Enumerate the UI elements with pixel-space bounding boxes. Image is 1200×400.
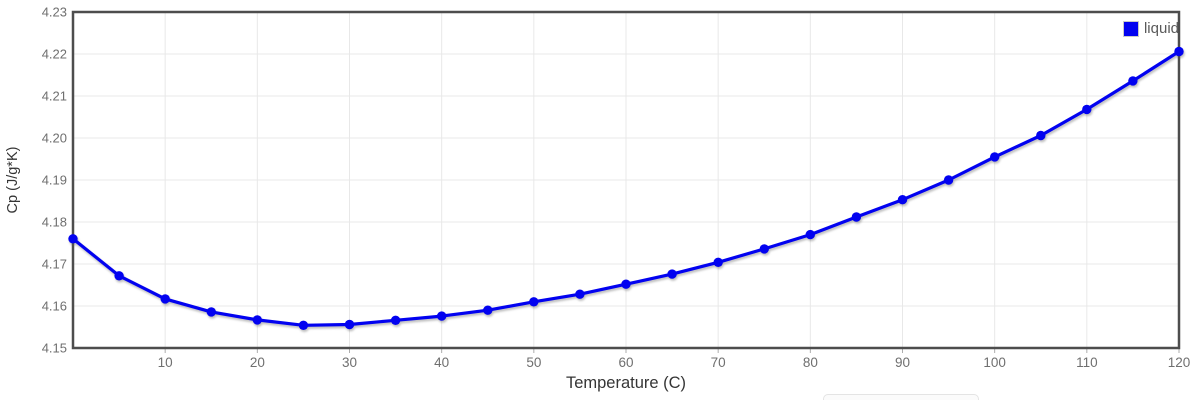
axis-ticks-and-labels: 10 20 30 40 50 60 70 80 90 100 110 120 4.15 4.16 4.17 4… xyxy=(42,5,1191,371)
svg-text:30: 30 xyxy=(342,355,357,370)
legend-swatch-liquid-icon xyxy=(1122,21,1139,37)
y-axis-title: Cp (J/g*K) xyxy=(5,147,21,214)
svg-text:4.23: 4.23 xyxy=(42,5,67,20)
svg-text:4.16: 4.16 xyxy=(42,299,67,314)
svg-text:90: 90 xyxy=(895,355,910,370)
svg-text:4.21: 4.21 xyxy=(42,89,67,104)
svg-text:100: 100 xyxy=(983,355,1006,370)
svg-text:4.22: 4.22 xyxy=(42,47,67,62)
svg-text:4.20: 4.20 xyxy=(42,131,67,146)
legend-label: liquid xyxy=(1143,20,1179,37)
svg-text:4.19: 4.19 xyxy=(42,173,67,188)
gridlines xyxy=(73,11,1180,349)
legend[interactable]: liquid xyxy=(1122,20,1179,37)
svg-text:50: 50 xyxy=(526,355,541,370)
svg-text:40: 40 xyxy=(434,355,449,370)
plot-border xyxy=(71,10,1181,350)
partially-cropped-panel[interactable] xyxy=(823,394,979,400)
svg-text:4.15: 4.15 xyxy=(42,341,67,356)
svg-text:60: 60 xyxy=(618,355,633,370)
svg-text:4.18: 4.18 xyxy=(42,215,67,230)
svg-text:10: 10 xyxy=(158,355,173,370)
svg-text:80: 80 xyxy=(803,355,818,370)
series-liquid[interactable] xyxy=(68,46,1184,330)
svg-text:4.17: 4.17 xyxy=(42,257,67,272)
x-axis-title: Temperature (C) xyxy=(566,374,686,392)
svg-text:110: 110 xyxy=(1076,355,1098,370)
svg-text:120: 120 xyxy=(1168,355,1191,370)
svg-text:20: 20 xyxy=(250,355,265,370)
svg-text:70: 70 xyxy=(711,355,726,370)
